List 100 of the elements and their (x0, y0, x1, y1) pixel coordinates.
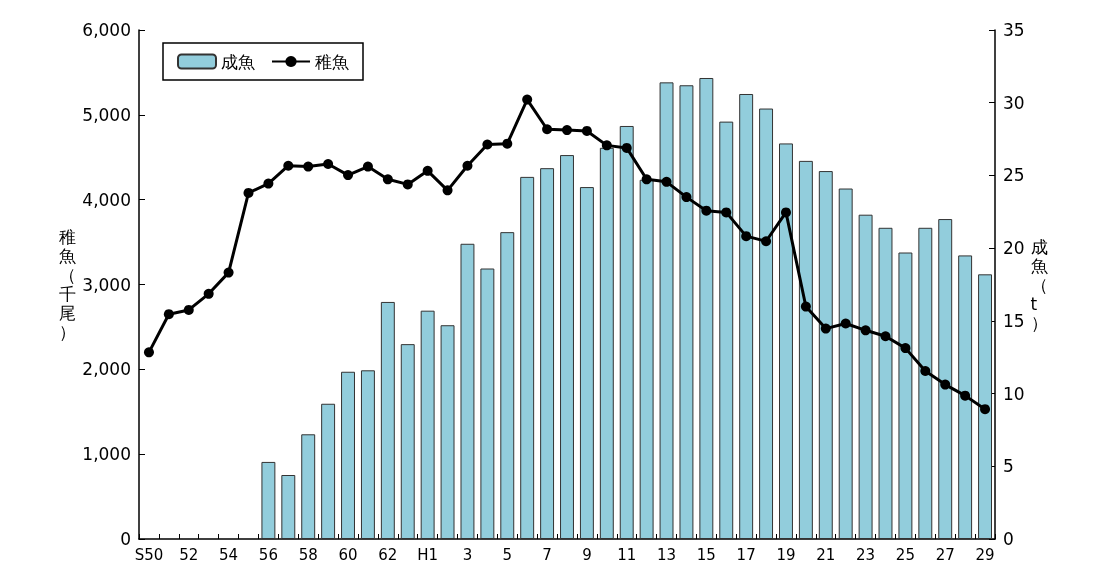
x-tick-label: 54 (219, 545, 239, 564)
bar (818, 171, 833, 539)
y-axis-title: 稚魚（千尾） (59, 227, 77, 342)
bar (301, 434, 316, 539)
point (960, 390, 971, 401)
point (940, 379, 951, 390)
point (502, 138, 513, 149)
point (283, 160, 294, 171)
point (143, 347, 154, 358)
y2-tick-label: 0 (1003, 529, 1014, 549)
bar (261, 461, 276, 539)
point (920, 366, 931, 377)
point (402, 179, 413, 190)
y2-tick-label: 15 (1003, 310, 1025, 331)
point (860, 325, 871, 336)
x-tick-label: 15 (696, 545, 716, 564)
y2-tick-label: 20 (1003, 238, 1025, 259)
y2-tick-label: 25 (1003, 165, 1025, 186)
bar (440, 325, 455, 539)
legend-label: 稚魚 (315, 51, 349, 72)
point (323, 159, 334, 170)
bar (699, 77, 714, 539)
y-tick-label: 1,000 (82, 444, 131, 465)
bar (380, 301, 395, 539)
point (223, 267, 234, 278)
x-tick-label: 58 (298, 545, 318, 564)
bar (719, 121, 734, 539)
y2-tick-label: 5 (1003, 456, 1014, 477)
point (820, 323, 831, 334)
y2-axis-title: 成魚（t） (1030, 236, 1048, 333)
bar (918, 227, 933, 539)
bar (619, 125, 634, 539)
y-tick-label: 6,000 (82, 20, 131, 40)
x-tick-label: 52 (179, 545, 199, 564)
bar (838, 188, 853, 539)
point (243, 187, 254, 198)
x-tick-label: 3 (462, 545, 473, 564)
bar (500, 232, 515, 539)
x-tick-label: 17 (736, 545, 756, 564)
x-tick-label: 11 (617, 545, 637, 564)
point (780, 207, 791, 218)
point (482, 139, 493, 150)
point (581, 125, 592, 136)
y2-tick-label: 35 (1003, 20, 1025, 40)
x-tick-label: 60 (338, 545, 358, 564)
point (840, 318, 851, 329)
bar (579, 187, 594, 539)
point (343, 170, 354, 181)
x-tick-label: 7 (542, 545, 552, 564)
x-tick-label: 23 (856, 545, 876, 564)
point (183, 304, 194, 315)
bar (659, 82, 674, 539)
y-tick-label: 0 (120, 529, 131, 549)
bar (321, 403, 336, 539)
bar (958, 255, 973, 539)
point (382, 174, 393, 185)
point (362, 161, 373, 172)
x-tick-label: 5 (502, 545, 513, 564)
legend-label: 成魚 (221, 51, 255, 72)
bar (938, 219, 953, 539)
y-tick-label: 5,000 (82, 104, 131, 125)
y-tick-label: 3,000 (82, 274, 131, 295)
bar (599, 147, 614, 539)
bar (360, 370, 375, 539)
bar (281, 475, 296, 539)
x-tick-label: 19 (776, 545, 796, 564)
bar (639, 179, 654, 539)
point (163, 309, 174, 320)
point (562, 125, 572, 136)
point (721, 207, 732, 218)
bar (739, 93, 754, 539)
point (522, 94, 533, 105)
bar (679, 85, 694, 539)
point (422, 165, 433, 176)
point (800, 301, 811, 312)
y2-tick-label: 30 (1003, 92, 1025, 113)
point (263, 178, 274, 189)
bar (798, 160, 813, 539)
point (621, 142, 632, 153)
bar (400, 344, 415, 539)
point (880, 331, 891, 342)
bar (460, 243, 475, 539)
point (681, 192, 692, 203)
point (442, 185, 453, 196)
point (661, 176, 672, 187)
bar (858, 214, 873, 539)
y-tick-label: 4,000 (82, 189, 131, 210)
bar (779, 143, 793, 539)
point (641, 174, 652, 185)
x-tick-label: 56 (258, 545, 278, 564)
bar (341, 371, 355, 539)
x-tick-label: 9 (582, 545, 592, 564)
bar (878, 227, 893, 539)
point (761, 236, 772, 247)
point (601, 140, 612, 151)
point (303, 161, 314, 172)
point (741, 231, 752, 242)
bar (898, 252, 913, 539)
y-tick-label: 2,000 (82, 359, 131, 380)
x-tick-label: S50 (134, 545, 164, 564)
